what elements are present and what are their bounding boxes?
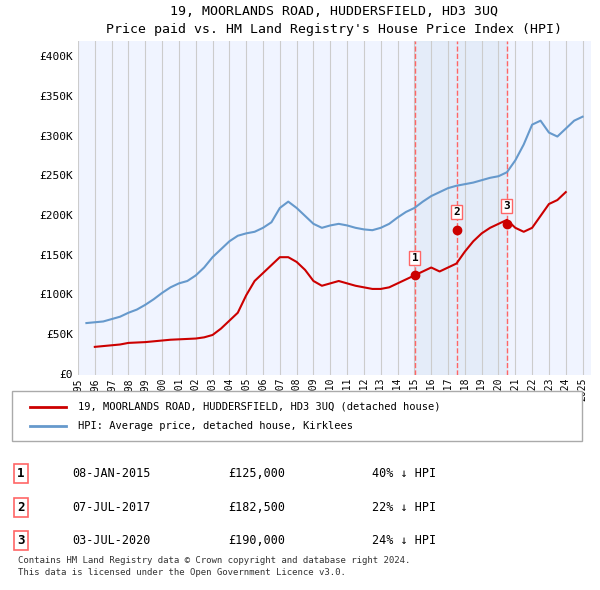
Text: £400K: £400K	[39, 52, 73, 62]
Text: £50K: £50K	[46, 330, 73, 340]
Bar	[415, 41, 507, 375]
Text: 3: 3	[503, 201, 510, 211]
Text: £125,000: £125,000	[228, 467, 285, 480]
Text: £250K: £250K	[39, 171, 73, 181]
Text: £350K: £350K	[39, 92, 73, 102]
Text: 03-JUL-2020: 03-JUL-2020	[72, 535, 151, 548]
Title: 19, MOORLANDS ROAD, HUDDERSFIELD, HD3 3UQ
Price paid vs. HM Land Registry's Hous: 19, MOORLANDS ROAD, HUDDERSFIELD, HD3 3U…	[107, 5, 563, 36]
Text: £190,000: £190,000	[228, 535, 285, 548]
Text: £300K: £300K	[39, 132, 73, 142]
Text: £0: £0	[59, 370, 73, 379]
Text: 1: 1	[412, 253, 418, 263]
Text: Contains HM Land Registry data © Crown copyright and database right 2024.
This d: Contains HM Land Registry data © Crown c…	[18, 556, 410, 578]
Text: £182,500: £182,500	[228, 501, 285, 514]
Text: 22% ↓ HPI: 22% ↓ HPI	[372, 501, 436, 514]
Text: 40% ↓ HPI: 40% ↓ HPI	[372, 467, 436, 480]
Text: 1: 1	[17, 467, 25, 480]
Text: £200K: £200K	[39, 211, 73, 221]
Text: 2: 2	[453, 207, 460, 217]
Text: 2: 2	[17, 501, 25, 514]
Text: 08-JAN-2015: 08-JAN-2015	[72, 467, 151, 480]
Text: 19, MOORLANDS ROAD, HUDDERSFIELD, HD3 3UQ (detached house): 19, MOORLANDS ROAD, HUDDERSFIELD, HD3 3U…	[78, 402, 440, 412]
Text: 24% ↓ HPI: 24% ↓ HPI	[372, 535, 436, 548]
Text: 07-JUL-2017: 07-JUL-2017	[72, 501, 151, 514]
Text: 3: 3	[17, 535, 25, 548]
FancyBboxPatch shape	[12, 391, 582, 441]
Text: £150K: £150K	[39, 251, 73, 261]
Text: HPI: Average price, detached house, Kirklees: HPI: Average price, detached house, Kirk…	[78, 421, 353, 431]
Text: £100K: £100K	[39, 290, 73, 300]
